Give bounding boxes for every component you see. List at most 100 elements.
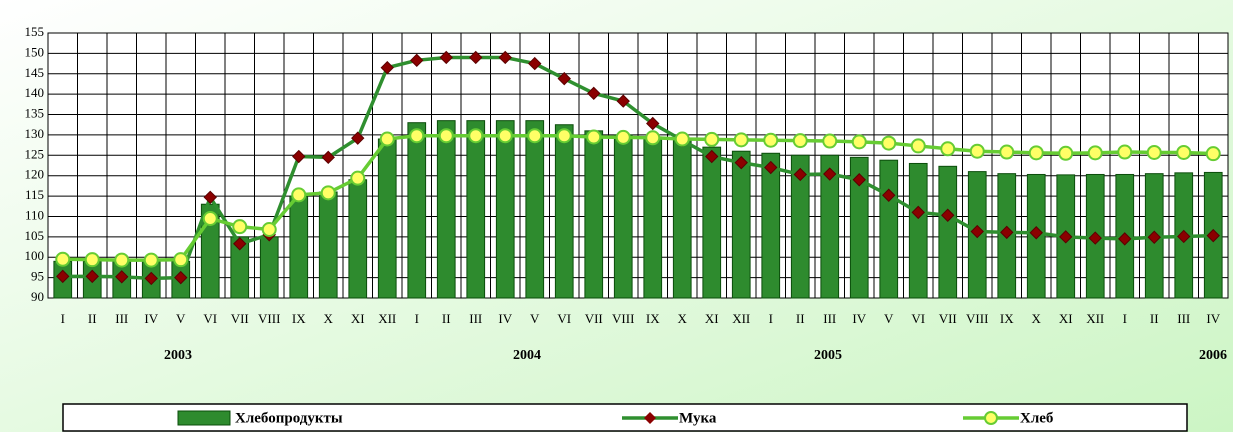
x-tick-label: XI [705,311,719,326]
x-tick-label: II [796,311,805,326]
x-tick-label: V [176,311,186,326]
x-tick-label: VIII [966,311,988,326]
marker [320,185,336,201]
x-tick-label: I [769,311,773,326]
marker [1177,229,1191,244]
x-tick-label: V [884,311,894,326]
bar [908,162,928,299]
marker [1029,226,1043,240]
marker [556,128,572,144]
marker [143,252,159,268]
legend-marker [644,412,656,424]
bar [230,236,250,299]
y-tick-label: 130 [25,126,45,141]
marker [114,252,130,268]
x-tick-label: X [1032,311,1042,326]
y-tick-label: 140 [25,85,45,100]
y-tick-label: 150 [25,44,45,59]
bar [820,154,840,299]
marker [350,170,366,186]
bar [495,120,515,299]
marker [1000,225,1014,240]
bar [761,152,781,299]
marker [174,270,188,285]
marker [616,94,630,108]
bar [466,120,486,299]
marker [910,138,926,154]
y-tick-label: 90 [31,289,44,304]
marker [497,128,513,144]
marker [970,224,984,239]
x-tick-label: III [823,311,836,326]
marker [321,150,335,165]
bar [790,154,810,299]
bar [554,124,574,299]
marker [615,129,631,145]
marker [940,141,956,157]
x-tick-label: II [1150,311,1159,326]
x-tick-label: VIII [612,311,634,326]
x-tick-label: XI [351,311,365,326]
marker [705,149,719,164]
legend-label: Хлеб [1020,410,1053,426]
y-tick-label: 95 [31,269,44,284]
marker [733,132,749,148]
marker [439,50,453,65]
marker [793,167,807,182]
y-tick-label: 110 [25,207,44,222]
marker [1118,232,1132,246]
marker [764,160,778,175]
marker [881,135,897,151]
legend-label: Мука [679,410,717,426]
marker [351,131,365,145]
year-label: 2003 [164,348,192,363]
marker [1058,145,1074,161]
marker [734,155,748,170]
marker [56,269,70,284]
x-tick-label: IV [852,311,866,326]
bar [672,138,692,299]
marker [144,271,158,286]
marker [557,71,571,86]
y-tick-label: 145 [25,65,45,80]
marker [527,128,543,144]
marker [1028,145,1044,161]
line [62,133,1214,262]
y-tick-label: 135 [25,106,45,121]
marker [1206,228,1220,243]
marker [410,53,424,68]
x-tick-label: I [61,311,65,326]
y-tick-label: 100 [25,248,45,263]
bar [731,150,751,299]
marker [469,50,483,65]
x-tick-label: IX [292,311,306,326]
marker [84,252,100,268]
marker [792,133,808,149]
bar [525,120,545,299]
x-tick-label: IV [498,311,512,326]
marker [822,133,838,149]
marker [1176,144,1192,160]
x-tick-label: VII [231,311,249,326]
marker [291,187,307,203]
y-tick-label: 120 [25,167,45,182]
marker [999,144,1015,160]
bar [849,156,869,299]
x-tick-label: I [1123,311,1127,326]
marker [1117,144,1133,160]
marker [173,252,189,268]
legend-swatch [177,410,231,426]
marker [941,208,955,222]
line [62,55,1214,281]
x-tick-label: VI [557,311,571,326]
bar [584,130,604,299]
marker [379,131,395,147]
marker [292,149,306,164]
marker [704,131,720,147]
marker [468,128,484,144]
marker [1147,230,1161,244]
marker [1088,231,1102,245]
marker [498,50,512,65]
marker [911,205,925,220]
year-label: 2005 [814,348,842,363]
